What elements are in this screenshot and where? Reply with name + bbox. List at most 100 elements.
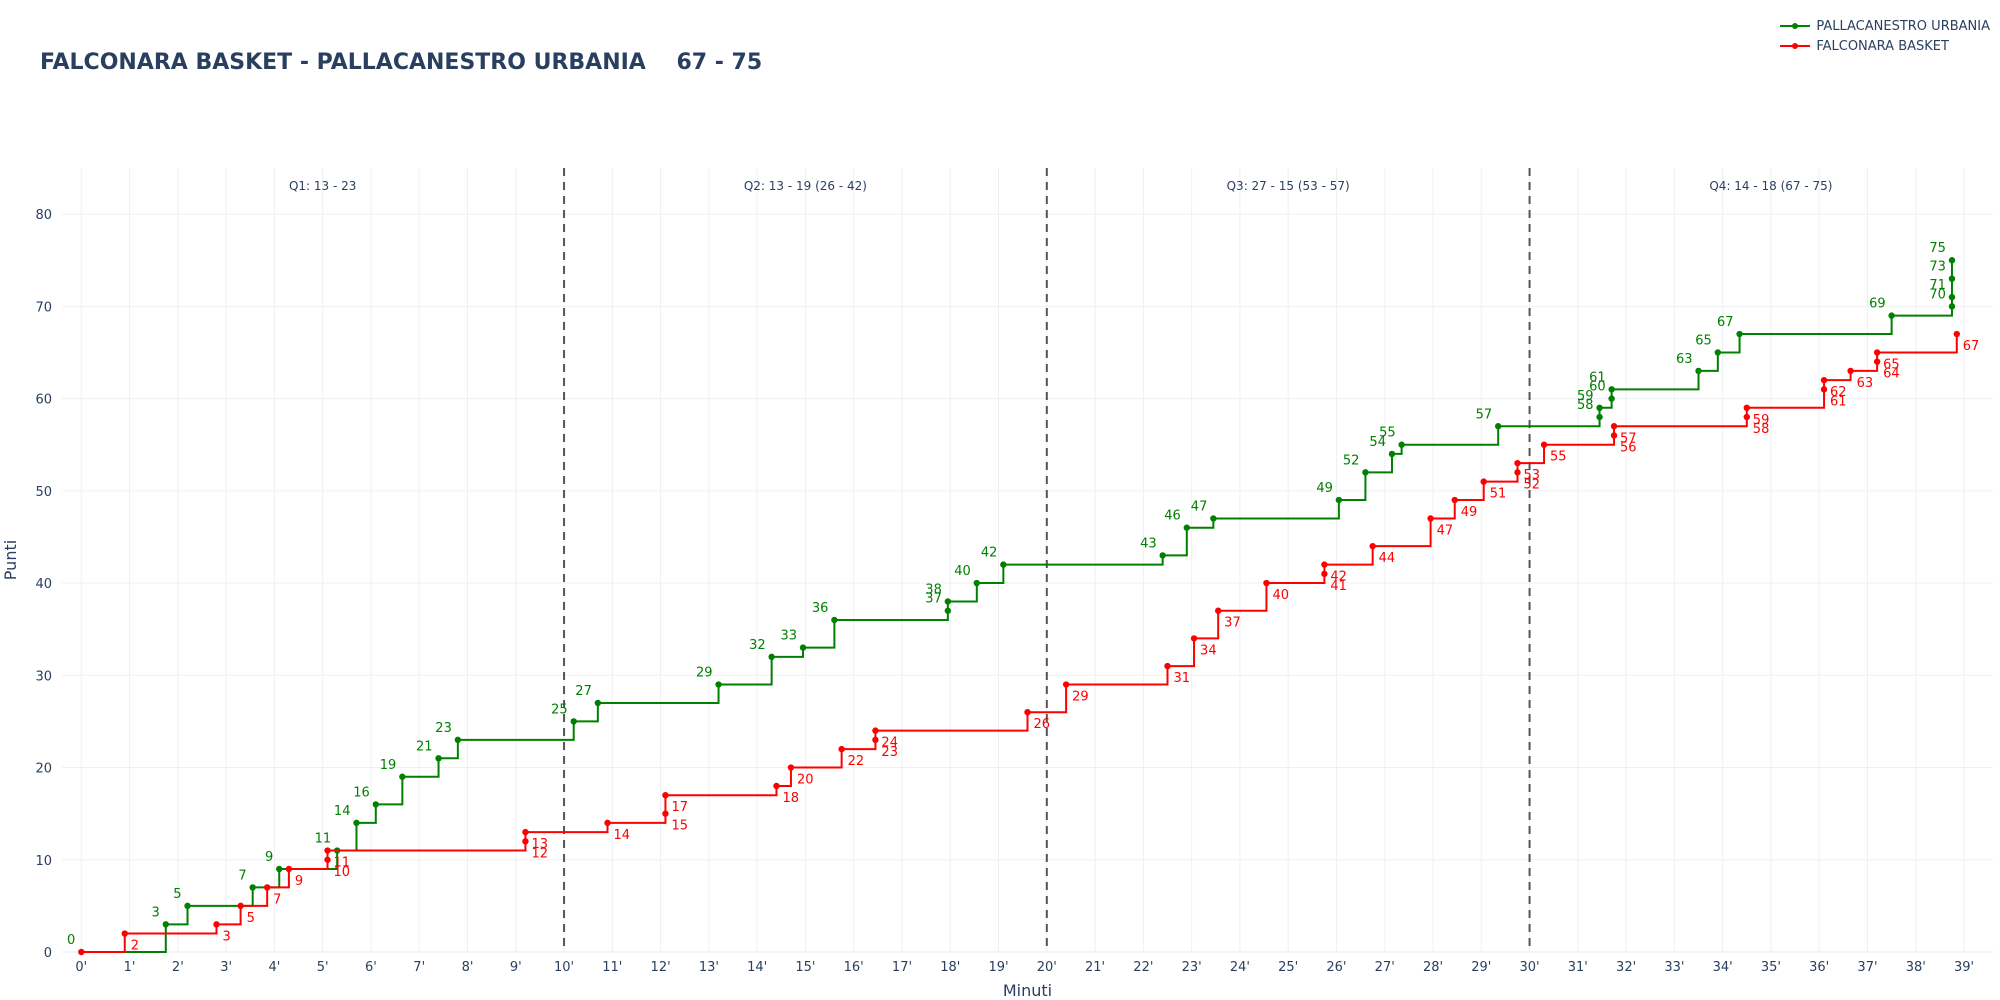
- data-point-urbania: [973, 579, 981, 587]
- y-axis-title: Punti: [1, 540, 20, 580]
- x-tick-label: 28': [1423, 960, 1443, 975]
- data-label-urbania: 36: [812, 601, 829, 616]
- data-point-falconara: [1321, 570, 1328, 578]
- x-tick-label: 31': [1568, 960, 1588, 975]
- data-label-falconara: 65: [1883, 357, 1900, 372]
- data-point-urbania: [1608, 386, 1615, 393]
- data-label-urbania: 7: [238, 868, 246, 883]
- data-label-urbania: 11: [315, 832, 332, 847]
- data-label-falconara: 61: [1830, 394, 1847, 409]
- data-label-urbania: 29: [696, 666, 713, 681]
- data-point-falconara: [1062, 681, 1070, 688]
- data-label-urbania: 43: [1140, 536, 1157, 551]
- data-label-origin: 0: [67, 933, 75, 948]
- data-label-falconara: 57: [1620, 431, 1637, 446]
- data-point-urbania: [1695, 367, 1702, 375]
- data-point-urbania: [1736, 330, 1743, 338]
- x-tick-label: 12': [651, 960, 671, 975]
- data-label-falconara: 56: [1620, 440, 1637, 455]
- data-label-falconara: 3: [222, 929, 230, 944]
- data-point-falconara: [1514, 459, 1521, 467]
- data-point-falconara: [1873, 358, 1881, 365]
- data-label-falconara: 20: [797, 773, 814, 788]
- data-label-urbania: 67: [1717, 315, 1734, 330]
- data-point-urbania: [435, 755, 442, 762]
- legend-item-urbania[interactable]: PALLACANESTRO URBANIA: [1780, 16, 1990, 36]
- data-point-urbania: [1948, 303, 1956, 310]
- data-point-urbania: [1888, 312, 1895, 319]
- data-point-urbania: [944, 607, 952, 614]
- data-label-falconara: 11: [334, 856, 351, 871]
- data-label-falconara: 42: [1330, 570, 1347, 585]
- x-tick-label: 2': [172, 960, 184, 975]
- data-label-falconara: 10: [334, 865, 351, 880]
- legend-item-falconara[interactable]: FALCONARA BASKET: [1780, 36, 1990, 56]
- y-tick-label: 70: [35, 300, 52, 315]
- data-point-falconara: [1164, 662, 1171, 670]
- data-point-falconara: [1321, 561, 1328, 568]
- data-point-urbania: [1388, 450, 1396, 458]
- data-point-falconara: [1743, 404, 1750, 412]
- data-label-falconara: 17: [671, 800, 688, 815]
- chart-title: FALCONARA BASKET - PALLACANESTRO URBANIA…: [40, 50, 763, 75]
- data-label-urbania: 38: [925, 583, 942, 598]
- x-tick-label: 7': [413, 960, 425, 975]
- data-label-urbania: 14: [334, 804, 351, 819]
- data-label-urbania: 65: [1695, 333, 1712, 348]
- data-label-urbania: 32: [749, 638, 766, 653]
- data-label-falconara: 9: [295, 874, 303, 889]
- data-label-falconara: 59: [1753, 413, 1770, 428]
- data-label-falconara: 63: [1857, 376, 1874, 391]
- x-tick-label: 17': [892, 960, 912, 975]
- data-point-urbania: [1000, 561, 1007, 568]
- data-point-falconara: [1427, 515, 1434, 522]
- data-point-urbania: [715, 681, 722, 688]
- data-label-falconara: 29: [1072, 690, 1089, 705]
- x-tick-label: 11': [602, 960, 622, 975]
- data-label-falconara: 51: [1490, 487, 1507, 502]
- data-label-urbania: 23: [435, 721, 452, 736]
- data-label-urbania: 27: [575, 684, 592, 699]
- data-label-falconara: 40: [1272, 588, 1289, 603]
- data-label-urbania: 40: [954, 564, 971, 579]
- x-tick-label: 18': [940, 960, 960, 975]
- data-point-falconara: [522, 828, 529, 836]
- data-label-falconara: 55: [1550, 450, 1567, 465]
- x-tick-label: 24': [1230, 960, 1250, 975]
- data-label-falconara: 13: [531, 837, 548, 852]
- data-point-falconara: [1024, 708, 1031, 716]
- data-point-falconara: [838, 745, 845, 753]
- y-tick-label: 20: [35, 762, 52, 777]
- x-tick-label: 21': [1085, 960, 1105, 975]
- x-tick-label: 30': [1519, 960, 1539, 975]
- data-point-falconara: [604, 819, 611, 827]
- data-point-urbania: [276, 865, 283, 873]
- x-tick-label: 4': [268, 960, 280, 975]
- x-tick-label: 8': [462, 960, 474, 975]
- data-point-falconara: [213, 921, 220, 928]
- x-tick-label: 5': [317, 960, 329, 975]
- data-label-falconara: 41: [1330, 579, 1347, 594]
- x-tick-label: 32': [1616, 960, 1636, 975]
- data-point-falconara: [787, 764, 795, 771]
- data-point-urbania: [768, 653, 775, 661]
- x-tick-label: 20': [1037, 960, 1057, 975]
- data-label-falconara: 34: [1200, 643, 1217, 658]
- x-tick-label: 10': [554, 960, 574, 975]
- data-label-falconara: 58: [1753, 422, 1770, 437]
- x-tick-label: 6': [365, 960, 377, 975]
- data-point-urbania: [944, 598, 952, 605]
- data-point-urbania: [1948, 257, 1956, 264]
- legend-swatch-falconara: [1780, 43, 1811, 49]
- data-label-falconara: 18: [782, 791, 799, 806]
- x-tick-label: 15': [795, 960, 815, 975]
- x-tick-label: 26': [1326, 960, 1346, 975]
- x-tick-label: 25': [1278, 960, 1298, 975]
- data-label-urbania: 57: [1476, 407, 1493, 422]
- y-tick-label: 50: [35, 485, 52, 500]
- x-tick-label: 39': [1954, 960, 1974, 975]
- data-label-urbania: 73: [1929, 260, 1946, 275]
- x-tick-label: 27': [1375, 960, 1395, 975]
- data-point-falconara: [263, 884, 271, 891]
- x-tick-label: 19': [988, 960, 1008, 975]
